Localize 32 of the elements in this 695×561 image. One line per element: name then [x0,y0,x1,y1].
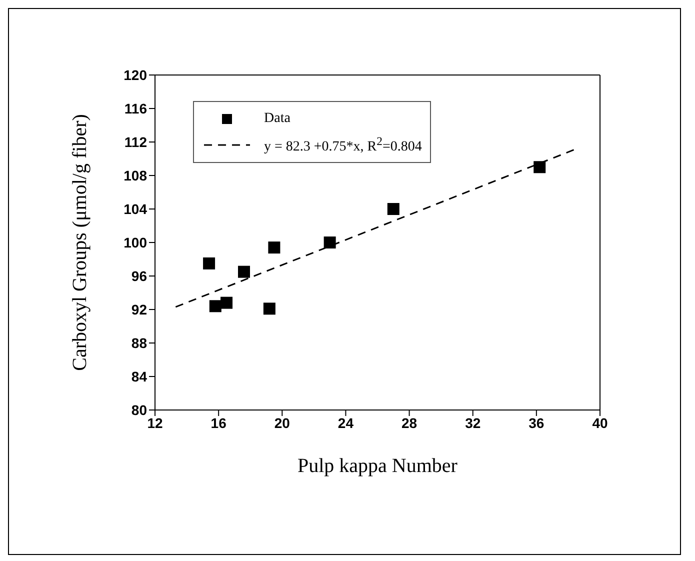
y-tick-label: 112 [124,134,148,150]
point [203,257,216,270]
y-tick-label: 120 [124,66,148,83]
x-tick-label: 32 [465,414,481,431]
y-tick-label: 96 [131,268,148,284]
x-axis-title: Pulp kappa Number [298,455,458,477]
x-tick-label: 28 [401,414,418,431]
legend-label: Data [264,111,290,127]
y-tick-label: 100 [124,234,148,250]
x-tick-label: 24 [338,414,354,431]
point [268,242,280,254]
x-tick-label: 16 [210,414,227,431]
point [387,203,400,215]
y-tick-label: 84 [131,368,148,384]
y-axis-title: Carboxyl Groups (μmol/g fiber) [69,114,92,371]
x-tick-label: 36 [528,414,544,431]
y-tick-label: 104 [124,200,148,217]
x-tick-label: 40 [592,414,608,431]
point [324,236,336,248]
y-tick-label: 80 [131,402,148,418]
point [209,300,222,312]
y-tick-label: 92 [131,301,148,318]
point [238,266,250,278]
point [263,302,276,315]
y-tick-label: 116 [124,100,148,116]
y-tick-label: 108 [124,167,148,184]
y-tick-label: 88 [131,334,148,351]
x-tick-label: 20 [274,414,290,431]
legend-label: y = 82.3 +0.75*x, R$^{2}$=0.804 [264,134,422,156]
point [220,296,233,309]
x-tick-label: 12 [147,414,163,431]
point [534,161,546,174]
